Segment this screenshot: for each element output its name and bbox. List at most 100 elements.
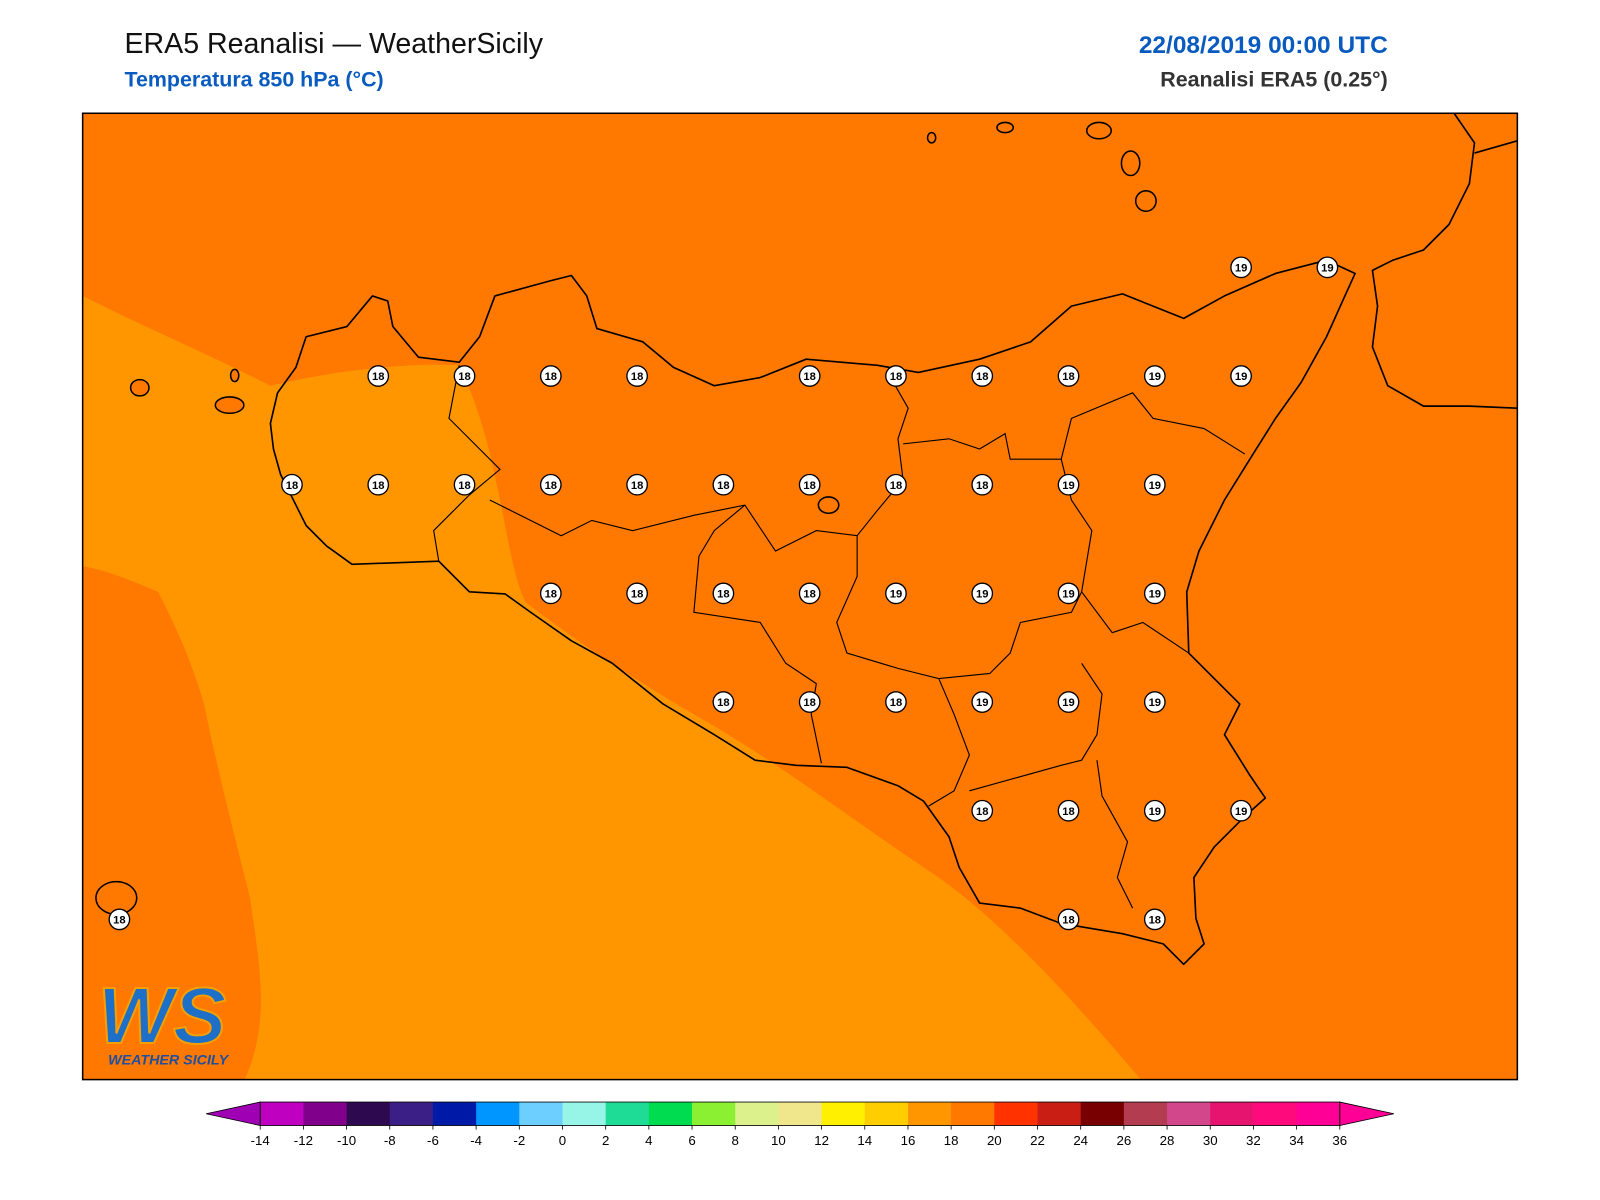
colorbar-tick-label: -6 — [427, 1133, 439, 1148]
point-marker — [798, 582, 821, 605]
point-value: 19 — [890, 588, 902, 600]
point-value: 18 — [717, 480, 729, 492]
colorbar-bin — [1296, 1102, 1341, 1126]
point-value: 18 — [890, 371, 902, 383]
title: ERA5 Reanalisi — WeatherSicily — [124, 28, 543, 60]
point-marker — [1057, 582, 1080, 605]
province-borders — [433, 365, 1246, 909]
islands — [95, 121, 1157, 916]
colorbar-tick-label: -2 — [513, 1133, 525, 1148]
point-marker — [539, 365, 562, 387]
point-marker — [1143, 365, 1166, 387]
colorbar-tick-label: 20 — [987, 1133, 1002, 1148]
point-marker — [1143, 908, 1166, 931]
point-marker — [971, 473, 994, 496]
map-frame — [81, 112, 1519, 1081]
point-value: 18 — [458, 480, 470, 492]
point-value: 18 — [113, 914, 125, 926]
point-value: 18 — [1062, 914, 1074, 926]
colorbar-tick-label: 32 — [1246, 1133, 1261, 1148]
point-marker — [1143, 799, 1166, 822]
colorbar-bin — [432, 1102, 477, 1126]
island — [214, 396, 245, 415]
point-marker — [453, 365, 476, 387]
island — [926, 131, 937, 144]
map: 19 19 18 18 18 18 18 18 18 18 19 19 18 18 18 18 18 18 18 18… — [81, 112, 1519, 1081]
colorbar-tick-label: 22 — [1030, 1133, 1045, 1148]
colorbar-bin — [1167, 1102, 1211, 1126]
colorbar-tick-label: 36 — [1332, 1133, 1347, 1148]
point-marker — [626, 582, 648, 605]
point-value: 18 — [545, 480, 557, 492]
point-value: 18 — [803, 480, 815, 492]
point-value: 18 — [545, 588, 557, 600]
point-marker — [1057, 799, 1080, 822]
colorbar-tick-label: 26 — [1117, 1133, 1132, 1148]
colorbar-bin — [1210, 1102, 1254, 1126]
colorbar-bin — [519, 1102, 563, 1126]
colorbar-bin — [1253, 1102, 1298, 1126]
point-marker — [885, 582, 907, 605]
point-marker — [1143, 582, 1166, 605]
point-marker — [971, 365, 994, 387]
point-value: 18 — [1149, 914, 1161, 926]
colorbar: -14 -12 -10 -8 -6 -4 -2 0 2 4 6 8 10 12 14 16 18 20 22 24 26… — [206, 1101, 1394, 1148]
colorbar-tick-label: -8 — [384, 1133, 396, 1148]
colorbar-tick-label: -14 — [251, 1133, 270, 1148]
point-value: 19 — [1149, 480, 1161, 492]
logo-text: WEATHER SICILY — [108, 1052, 229, 1068]
colorbar-bin — [648, 1102, 693, 1126]
colorbar-tick-label: 2 — [602, 1133, 609, 1148]
colorbar-tick-label: -4 — [470, 1133, 482, 1148]
point-marker — [539, 473, 562, 496]
point-value: 18 — [890, 480, 902, 492]
point-marker — [971, 799, 994, 822]
point-value: 18 — [976, 480, 988, 492]
point-value: 19 — [1235, 806, 1247, 818]
subtitle: Temperatura 850 hPa (°C) — [124, 68, 383, 92]
colorbar-tick-label: 8 — [732, 1133, 739, 1148]
point-value: 18 — [803, 371, 815, 383]
colorbar-tick-label: 34 — [1289, 1133, 1304, 1148]
point-marker — [712, 691, 735, 713]
point-marker — [971, 582, 994, 605]
point-value: 19 — [1235, 371, 1247, 383]
point-value: 18 — [717, 697, 729, 709]
point-marker — [1057, 691, 1080, 713]
point-value: 19 — [1062, 588, 1074, 600]
point-marker — [971, 691, 994, 713]
colorbar-bin — [346, 1102, 391, 1126]
point-marker — [1143, 473, 1166, 496]
island — [229, 368, 240, 383]
colorbar-bin — [994, 1102, 1039, 1126]
point-value: 19 — [1149, 588, 1161, 600]
point-value: 18 — [372, 480, 384, 492]
point-marker — [1230, 365, 1252, 387]
island — [1120, 150, 1141, 177]
point-marker — [539, 582, 562, 605]
colorbar-tick-label: 12 — [814, 1133, 829, 1148]
point-value: 18 — [631, 371, 643, 383]
colorbar-bin — [951, 1102, 995, 1126]
point-marker — [1057, 908, 1080, 931]
point-marker — [798, 691, 821, 713]
colorbar-tick-label: 4 — [645, 1133, 652, 1148]
point-value: 18 — [976, 371, 988, 383]
colorbar-tick-label: 0 — [559, 1133, 566, 1148]
colorbar-bin — [260, 1102, 304, 1126]
point-value: 19 — [1235, 262, 1247, 274]
point-marker — [1143, 691, 1166, 713]
colorbar-bin — [1080, 1102, 1125, 1126]
point-marker — [1057, 365, 1080, 387]
point-marker — [885, 691, 907, 713]
point-marker — [367, 365, 390, 387]
colorbar-bin — [692, 1102, 736, 1126]
colorbar-tick-label: -10 — [337, 1133, 356, 1148]
point-value: 18 — [803, 697, 815, 709]
logo: WS WEATHER SICILY — [97, 970, 230, 1068]
point-labels: 19 19 18 18 18 18 18 18 18 18 19 19 18 18 18 18 18 18 18 18… — [108, 256, 1339, 931]
colorbar-tick-label: -12 — [294, 1133, 313, 1148]
colorbar-bin — [476, 1102, 520, 1126]
field-16-18 — [82, 295, 1141, 1080]
